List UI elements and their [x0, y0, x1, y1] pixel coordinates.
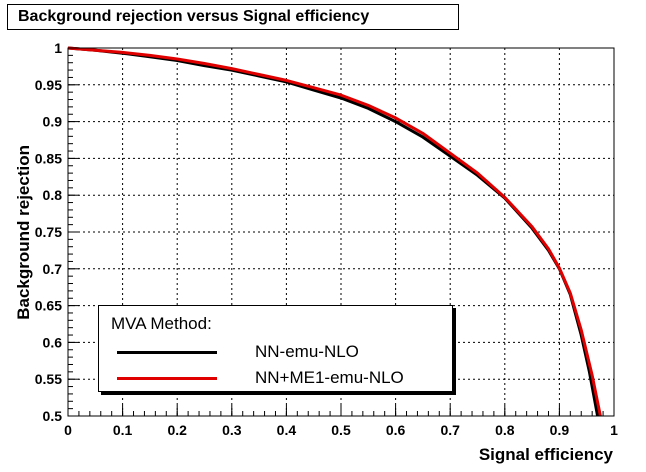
- y-tick-label: 0.75: [35, 224, 62, 240]
- x-tick-label: 0.9: [550, 422, 570, 438]
- x-tick-label: 0.2: [167, 422, 187, 438]
- series-line-1: [67, 46, 602, 417]
- y-tick-label: 0.6: [43, 334, 63, 350]
- plot-frame: [67, 47, 615, 417]
- y-tick-label: 0.8: [43, 187, 63, 203]
- x-tick-label: 0: [64, 422, 72, 438]
- x-tick-label: 0.4: [277, 422, 297, 438]
- y-tick-label: 0.85: [35, 150, 62, 166]
- chart-title-box: Background rejection versus Signal effic…: [7, 4, 459, 30]
- x-tick-label: 0.8: [495, 422, 515, 438]
- legend-title: MVA Method:: [111, 314, 212, 333]
- legend-entry-nn-emu-nlo: NN-emu-NLO: [117, 342, 437, 362]
- legend-entry-nn-me1-emu-nlo: NN+ME1-emu-NLO: [117, 368, 437, 388]
- y-tick-label: 0.95: [35, 77, 62, 93]
- chart-title: Background rejection versus Signal effic…: [18, 8, 370, 25]
- y-tick-label: 0.9: [43, 114, 63, 130]
- y-tick-label: 0.55: [35, 371, 62, 387]
- y-tick-label: 0.7: [43, 261, 63, 277]
- legend-label-nn-emu-nlo: NN-emu-NLO: [255, 342, 359, 361]
- x-tick-label: 0.1: [113, 422, 133, 438]
- legend-swatch-red: [117, 377, 217, 380]
- legend-label-nn-me1-emu-nlo: NN+ME1-emu-NLO: [255, 368, 404, 387]
- x-tick-label: 0.5: [331, 422, 351, 438]
- y-tick-label: 1: [54, 40, 62, 56]
- legend-swatch-black: [117, 351, 217, 354]
- x-axis-label: Signal efficiency: [478, 445, 613, 464]
- y-tick-label: 0.65: [35, 298, 62, 314]
- x-tick-label: 0.7: [440, 422, 460, 438]
- y-axis-label: Background rejection: [14, 145, 33, 320]
- legend: MVA Method: NN-emu-NLO NN+ME1-emu-NLO: [98, 305, 453, 392]
- x-tick-label: 1: [610, 422, 618, 438]
- y-tick-label: 0.5: [43, 408, 63, 424]
- x-tick-label: 0.3: [222, 422, 242, 438]
- x-tick-label: 0.6: [386, 422, 406, 438]
